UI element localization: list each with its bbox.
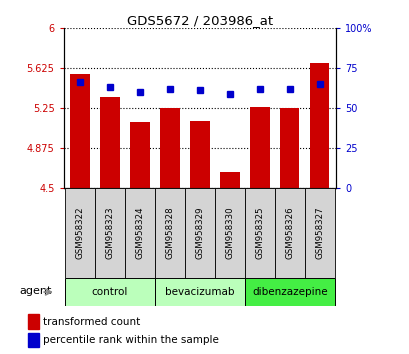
Bar bbox=[65, 188, 95, 278]
Text: GSM958326: GSM958326 bbox=[285, 206, 294, 259]
Bar bbox=[155, 188, 184, 278]
Bar bbox=[249, 107, 269, 188]
Text: GSM958325: GSM958325 bbox=[255, 206, 264, 259]
Bar bbox=[244, 188, 274, 278]
Text: transformed count: transformed count bbox=[43, 316, 140, 327]
Bar bbox=[125, 188, 155, 278]
Bar bbox=[279, 108, 299, 188]
Text: GSM958327: GSM958327 bbox=[315, 206, 324, 259]
Bar bbox=[309, 63, 329, 188]
Bar bbox=[65, 278, 155, 306]
Bar bbox=[274, 188, 304, 278]
Bar bbox=[28, 332, 39, 347]
Bar bbox=[304, 188, 334, 278]
Title: GDS5672 / 203986_at: GDS5672 / 203986_at bbox=[126, 14, 272, 27]
Text: dibenzazepine: dibenzazepine bbox=[252, 287, 327, 297]
Text: agent: agent bbox=[19, 286, 51, 296]
Bar bbox=[184, 188, 214, 278]
Text: GSM958323: GSM958323 bbox=[105, 206, 114, 259]
Bar bbox=[28, 314, 39, 329]
Bar bbox=[95, 188, 125, 278]
Text: GSM958330: GSM958330 bbox=[225, 206, 234, 259]
Bar bbox=[130, 122, 149, 188]
Bar bbox=[160, 108, 179, 188]
Bar bbox=[220, 172, 239, 188]
Bar bbox=[155, 278, 244, 306]
Bar bbox=[244, 278, 334, 306]
Text: GSM958324: GSM958324 bbox=[135, 206, 144, 259]
Text: bevacizumab: bevacizumab bbox=[165, 287, 234, 297]
Text: GSM958328: GSM958328 bbox=[165, 206, 174, 259]
Text: percentile rank within the sample: percentile rank within the sample bbox=[43, 335, 218, 345]
Bar bbox=[100, 97, 119, 188]
Bar bbox=[214, 188, 244, 278]
Text: GSM958322: GSM958322 bbox=[75, 206, 84, 259]
Text: control: control bbox=[92, 287, 128, 297]
Text: GSM958329: GSM958329 bbox=[195, 206, 204, 259]
Bar bbox=[70, 74, 90, 188]
Bar bbox=[190, 121, 209, 188]
